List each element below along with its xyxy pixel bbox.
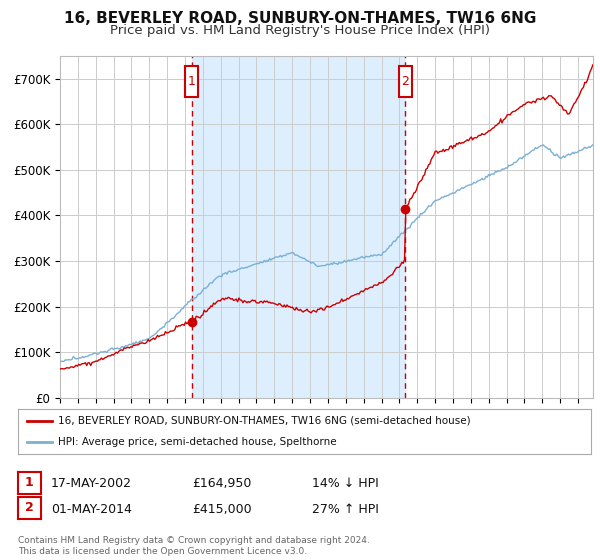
- Text: 16, BEVERLEY ROAD, SUNBURY-ON-THAMES, TW16 6NG: 16, BEVERLEY ROAD, SUNBURY-ON-THAMES, TW…: [64, 11, 536, 26]
- Text: 2: 2: [401, 75, 409, 88]
- Text: 01-MAY-2014: 01-MAY-2014: [51, 502, 132, 516]
- FancyBboxPatch shape: [185, 66, 199, 97]
- Text: 17-MAY-2002: 17-MAY-2002: [51, 477, 132, 491]
- Bar: [192, 56, 405, 398]
- Text: £415,000: £415,000: [192, 502, 251, 516]
- Text: 1: 1: [188, 75, 196, 88]
- FancyBboxPatch shape: [398, 66, 412, 97]
- Text: 27% ↑ HPI: 27% ↑ HPI: [312, 502, 379, 516]
- Text: Price paid vs. HM Land Registry's House Price Index (HPI): Price paid vs. HM Land Registry's House …: [110, 24, 490, 36]
- Text: HPI: Average price, semi-detached house, Spelthorne: HPI: Average price, semi-detached house,…: [58, 436, 337, 446]
- Text: 2: 2: [25, 501, 34, 515]
- Text: 16, BEVERLEY ROAD, SUNBURY-ON-THAMES, TW16 6NG (semi-detached house): 16, BEVERLEY ROAD, SUNBURY-ON-THAMES, TW…: [58, 416, 471, 426]
- Text: 14% ↓ HPI: 14% ↓ HPI: [312, 477, 379, 491]
- Text: £164,950: £164,950: [192, 477, 251, 491]
- Text: 1: 1: [25, 476, 34, 489]
- Text: Contains HM Land Registry data © Crown copyright and database right 2024.
This d: Contains HM Land Registry data © Crown c…: [18, 536, 370, 556]
